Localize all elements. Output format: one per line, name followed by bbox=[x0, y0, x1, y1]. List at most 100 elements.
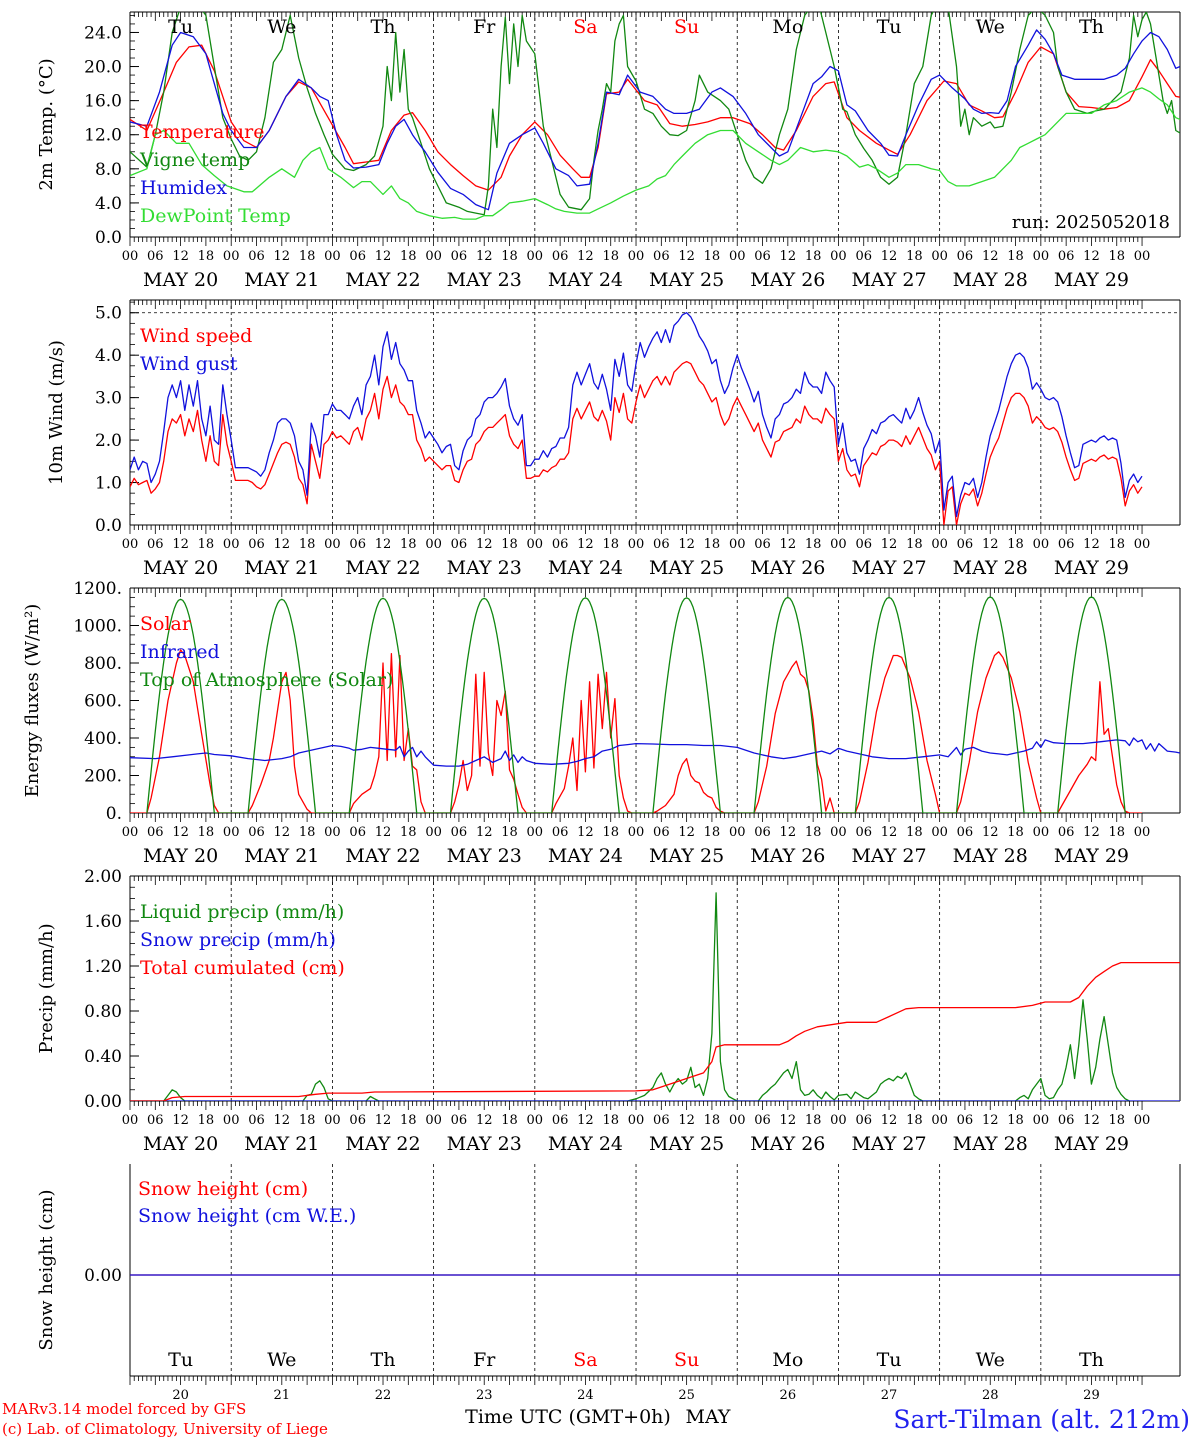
hour-label: 18 bbox=[198, 1113, 215, 1128]
hour-label: 00 bbox=[223, 249, 240, 264]
hour-label: 12 bbox=[172, 825, 189, 840]
hour-label: 12 bbox=[476, 537, 493, 552]
hour-label: 06 bbox=[957, 825, 974, 840]
legend-entry: Wind gust bbox=[140, 353, 238, 375]
hour-label: 00 bbox=[1134, 249, 1151, 264]
hour-label: 12 bbox=[476, 249, 493, 264]
date-label: MAY 22 bbox=[345, 845, 420, 867]
hour-label: 06 bbox=[248, 825, 265, 840]
hour-label: 12 bbox=[881, 249, 898, 264]
date-label: MAY 21 bbox=[244, 269, 319, 291]
day-number: 26 bbox=[780, 1388, 797, 1403]
hour-label: 06 bbox=[349, 1113, 366, 1128]
day-number: 21 bbox=[274, 1388, 291, 1403]
y-tick-label: 8.0 bbox=[95, 160, 122, 180]
hour-label: 00 bbox=[729, 537, 746, 552]
hour-label: 00 bbox=[527, 249, 544, 264]
hour-label: 12 bbox=[577, 249, 594, 264]
hour-label: 12 bbox=[678, 537, 695, 552]
y-tick-label: 0.00 bbox=[84, 1266, 122, 1286]
weekday-label-bottom: Th bbox=[371, 1349, 396, 1371]
plot-area bbox=[130, 12, 1180, 220]
hour-label: 00 bbox=[223, 825, 240, 840]
hour-label: 12 bbox=[678, 1113, 695, 1128]
y-tick-label: 0.0 bbox=[95, 516, 122, 536]
hour-label: 00 bbox=[1033, 825, 1050, 840]
hour-label: 00 bbox=[1134, 825, 1151, 840]
hour-label: 00 bbox=[527, 537, 544, 552]
day-number: 22 bbox=[375, 1388, 392, 1403]
plot-area bbox=[130, 596, 1180, 813]
date-label: MAY 28 bbox=[953, 845, 1028, 867]
y-tick-label: 12.0 bbox=[84, 126, 122, 146]
series-wind-gust bbox=[130, 312, 1143, 518]
hour-label: 06 bbox=[552, 1113, 569, 1128]
y-tick-label: 20.0 bbox=[84, 58, 122, 78]
y-tick-label: 0.80 bbox=[84, 1002, 122, 1022]
y-tick-label: 2.0 bbox=[95, 431, 122, 451]
hour-label: 06 bbox=[855, 1113, 872, 1128]
y-tick-label: 1.20 bbox=[84, 957, 122, 977]
legend-entry: Snow height (cm) bbox=[138, 1178, 308, 1200]
hour-label: 18 bbox=[501, 537, 518, 552]
legend-entry: Temperature bbox=[140, 121, 264, 143]
y-axis-label: Energy fluxes (W/m²) bbox=[22, 604, 43, 798]
y-tick-label: 600. bbox=[84, 692, 122, 712]
hour-label: 00 bbox=[324, 537, 341, 552]
hour-label: 18 bbox=[198, 537, 215, 552]
hour-label: 18 bbox=[805, 537, 822, 552]
hour-label: 18 bbox=[1007, 1113, 1024, 1128]
hour-label: 12 bbox=[982, 1113, 999, 1128]
hour-label: 12 bbox=[274, 825, 291, 840]
hour-label: 06 bbox=[1058, 825, 1075, 840]
hour-label: 00 bbox=[425, 249, 442, 264]
day-number: 27 bbox=[881, 1388, 898, 1403]
month-label: MAY bbox=[686, 1406, 731, 1428]
hour-label: 00 bbox=[527, 825, 544, 840]
hour-label: 18 bbox=[1108, 537, 1125, 552]
hour-label: 06 bbox=[147, 825, 164, 840]
hour-label: 00 bbox=[1033, 1113, 1050, 1128]
hour-label: 06 bbox=[653, 249, 670, 264]
hour-label: 00 bbox=[628, 249, 645, 264]
hour-label: 18 bbox=[805, 249, 822, 264]
y-tick-label: 800. bbox=[84, 654, 122, 674]
hour-label: 18 bbox=[1007, 825, 1024, 840]
x-axis-label: Time UTC (GMT+0h) bbox=[465, 1406, 671, 1428]
weekday-label: Mo bbox=[772, 16, 803, 38]
hour-label: 00 bbox=[830, 249, 847, 264]
hour-label: 12 bbox=[274, 1113, 291, 1128]
y-tick-label: 3.0 bbox=[95, 389, 122, 409]
hour-label: 06 bbox=[754, 537, 771, 552]
panel-4: 0.00 0.40 0.80 1.20 1.60 2.00 Precip (mm/h) Liq… bbox=[36, 867, 1181, 1155]
hour-label: 18 bbox=[501, 825, 518, 840]
date-label: MAY 23 bbox=[447, 557, 522, 579]
hour-label: 12 bbox=[881, 537, 898, 552]
hour-label: 00 bbox=[1134, 537, 1151, 552]
day-number: 25 bbox=[678, 1388, 695, 1403]
hour-label: 06 bbox=[957, 537, 974, 552]
legend-entry: Liquid precip (mm/h) bbox=[140, 901, 344, 923]
hour-label: 06 bbox=[754, 825, 771, 840]
series-top-of-atmosphere-solar bbox=[146, 596, 1126, 813]
legend-entry: Total cumulated (cm) bbox=[140, 957, 345, 979]
hour-label: 00 bbox=[830, 825, 847, 840]
hour-label: 00 bbox=[1134, 1113, 1151, 1128]
date-label: MAY 29 bbox=[1054, 269, 1129, 291]
hour-label: 00 bbox=[425, 537, 442, 552]
hour-label: 00 bbox=[628, 537, 645, 552]
hour-label: 00 bbox=[527, 1113, 544, 1128]
legend-entry: Wind speed bbox=[140, 325, 252, 347]
panel-1: 0.0 4.0 8.0 12.0 16.0 20.0 24.0 2m Temp. (°C) Te… bbox=[36, 11, 1181, 291]
hour-label: 18 bbox=[906, 249, 923, 264]
hour-label: 06 bbox=[552, 825, 569, 840]
hour-label: 00 bbox=[122, 249, 139, 264]
hour-label: 12 bbox=[577, 537, 594, 552]
lab-credit: (c) Lab. of Climatology, University of L… bbox=[2, 1420, 328, 1438]
weekday-label: Su bbox=[674, 16, 699, 38]
hour-label: 00 bbox=[122, 537, 139, 552]
hour-label: 18 bbox=[805, 825, 822, 840]
hour-label: 00 bbox=[931, 825, 948, 840]
hour-label: 06 bbox=[248, 537, 265, 552]
